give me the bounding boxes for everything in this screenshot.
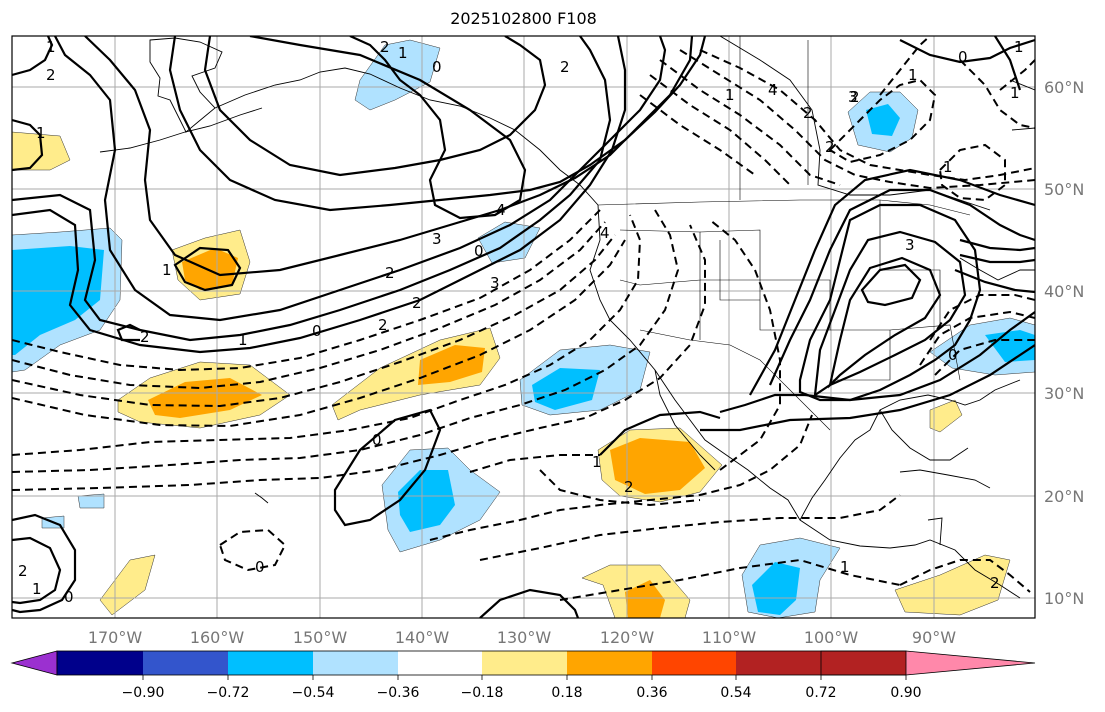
- lat-label: 40°N: [1044, 282, 1084, 301]
- lon-label: 140°W: [395, 628, 450, 647]
- contour-label: 1: [592, 453, 602, 471]
- colorbar-max-extend: [820, 650, 1036, 676]
- map-title: 2025102800 F108: [450, 9, 597, 28]
- contours-positive: [12, 36, 1035, 618]
- contour-label: 2: [803, 104, 813, 122]
- contour-label: 1: [943, 158, 953, 176]
- contour-labels-negative: 0 2 3 4 2 3 4 2 1 2 1 0 1 2 2 1: [255, 38, 1024, 592]
- contour-label: 1: [238, 331, 248, 349]
- contour-label: 2: [990, 574, 1000, 592]
- colorbar-tick-label: −0.18: [461, 685, 504, 701]
- contour-label: 1: [1010, 84, 1020, 102]
- colorbar-segment: [736, 651, 821, 675]
- contour-label: 2: [825, 138, 835, 156]
- colorbar-outline: [56, 650, 907, 676]
- lon-label: 120°W: [600, 628, 655, 647]
- colorbar-min-extend: [10, 650, 58, 676]
- contour-label: 2: [18, 562, 28, 580]
- colorbar-segment: [482, 651, 567, 675]
- contour-label: 2: [560, 58, 570, 76]
- contour-label: 2: [850, 88, 860, 106]
- lat-label: 60°N: [1044, 78, 1084, 97]
- colorbar-tick-label: 0.18: [551, 685, 582, 701]
- lat-label: 10°N: [1044, 589, 1084, 608]
- graticule: [12, 36, 1035, 618]
- colorbar-tick-label: −0.90: [122, 685, 165, 701]
- colorbar-tick-label: −0.72: [207, 685, 250, 701]
- contour-label: 1: [46, 38, 56, 56]
- contour-label: 0: [948, 346, 958, 364]
- contour-label: 1: [36, 124, 46, 142]
- colorbar-tick-label: −0.36: [377, 685, 420, 701]
- contour-label: 1: [398, 44, 408, 62]
- lon-label: 170°W: [88, 628, 143, 647]
- colorbar-segment: [313, 651, 398, 675]
- colorbar-tick-label: 0.90: [890, 685, 921, 701]
- colorbar-ticks: [142, 675, 907, 680]
- contour-label: 0: [432, 58, 442, 76]
- contours-negative: [12, 36, 1035, 601]
- contour-label: 1: [840, 558, 850, 576]
- longitude-labels: 170°W 160°W 150°W 140°W 130°W 120°W 110°…: [88, 628, 956, 647]
- colorbar-segment: [143, 651, 228, 675]
- contour-label: 2: [385, 264, 395, 282]
- contour-label: 1: [725, 86, 735, 104]
- contour-label: 2: [140, 328, 150, 346]
- lat-label: 20°N: [1044, 487, 1084, 506]
- contour-label: 0: [372, 431, 382, 449]
- colorbar: −0.90 −0.72 −0.54 −0.36 −0.18 0.18 0.36 …: [10, 650, 1036, 701]
- lon-label: 160°W: [190, 628, 245, 647]
- contour-label: 0: [474, 242, 484, 260]
- colorbar-tick-label: 0.54: [720, 685, 751, 701]
- colorbar-segment: [567, 651, 652, 675]
- contour-labels-positive: 1 2 1 1 2 2 1 2 3 1 1 2 3 4 1 0 0 0 1 2 …: [18, 38, 968, 606]
- colorbar-segment: [398, 651, 482, 675]
- shading-negative-dark: [12, 104, 1035, 615]
- contour-label: 4: [600, 224, 610, 242]
- lon-label: 130°W: [497, 628, 552, 647]
- contour-label: 3: [848, 88, 858, 106]
- contour-label: 2: [624, 478, 634, 496]
- colorbar-segment: [652, 651, 736, 675]
- contour-label: 2: [380, 38, 390, 56]
- contour-label: 0: [958, 48, 968, 66]
- lat-label: 50°N: [1044, 180, 1084, 199]
- contour-label: 4: [496, 201, 506, 219]
- contour-label: 1: [1014, 38, 1024, 56]
- contour-label: 0: [312, 322, 322, 340]
- contour-label: 2: [378, 316, 388, 334]
- contour-label: 3: [432, 230, 442, 248]
- contour-label: 3: [905, 236, 915, 254]
- contour-label: 1: [162, 261, 172, 279]
- colorbar-tick-label: −0.54: [292, 685, 335, 701]
- contour-label: 2: [412, 294, 422, 312]
- contour-label: 0: [255, 558, 265, 576]
- contour-label: 1: [908, 66, 918, 84]
- lat-label: 30°N: [1044, 384, 1084, 403]
- lon-label: 100°W: [804, 628, 859, 647]
- contour-label: 1: [32, 580, 42, 598]
- shading-positive-dark: [148, 248, 705, 618]
- colorbar-tick-label: 0.36: [636, 685, 667, 701]
- lon-label: 90°W: [912, 628, 956, 647]
- contour-label: 3: [490, 274, 500, 292]
- lon-label: 110°W: [702, 628, 757, 647]
- contour-label: 2: [46, 66, 56, 84]
- colorbar-segment: [228, 651, 313, 675]
- contour-label: 4: [768, 81, 778, 99]
- latitude-labels: 60°N 50°N 40°N 30°N 20°N 10°N: [1044, 78, 1084, 608]
- colorbar-segment: [57, 651, 143, 675]
- colorbar-tick-label: 0.72: [805, 685, 836, 701]
- contour-label: 0: [64, 588, 74, 606]
- lon-label: 150°W: [293, 628, 348, 647]
- plot-frame: [11, 35, 1036, 619]
